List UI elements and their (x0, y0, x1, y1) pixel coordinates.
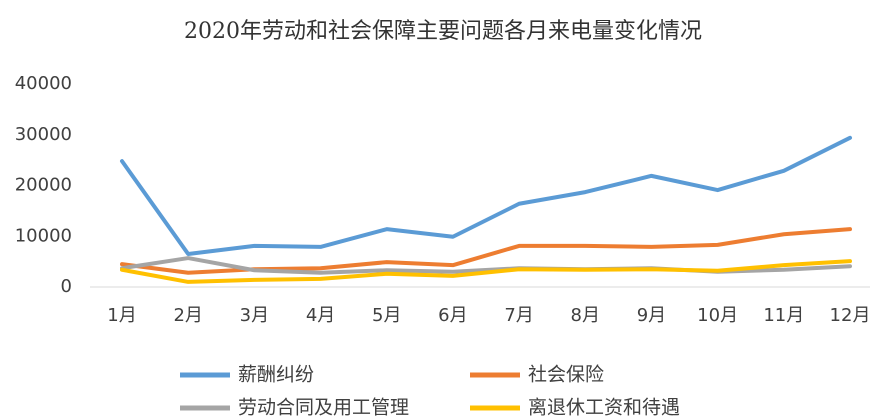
x-tick-label: 10月 (697, 305, 738, 326)
x-tick-label: 4月 (306, 305, 335, 326)
y-tick-label: 20000 (15, 175, 72, 196)
x-tick-label: 1月 (107, 305, 136, 326)
x-tick-label: 6月 (438, 305, 467, 326)
x-tick-label: 9月 (637, 305, 666, 326)
x-tick-label: 7月 (504, 305, 533, 326)
chart-title: 2020年劳动和社会保障主要问题各月来电量变化情况 (184, 19, 702, 44)
y-tick-label: 0 (61, 276, 72, 297)
x-tick-label: 12月 (830, 305, 871, 326)
legend-label: 离退休工资和待遇 (528, 397, 680, 419)
x-tick-label: 5月 (372, 305, 401, 326)
y-tick-label: 10000 (15, 225, 72, 246)
series-line (120, 135, 852, 257)
legend-label: 薪酬纠纷 (238, 364, 314, 386)
y-tick-label: 40000 (15, 73, 72, 94)
x-tick-label: 8月 (571, 305, 600, 326)
series-line (120, 259, 852, 284)
x-tick-label: 11月 (763, 305, 804, 326)
legend-label: 劳动合同及用工管理 (238, 397, 409, 419)
y-tick-label: 30000 (15, 124, 72, 145)
legend-label: 社会保险 (528, 364, 604, 386)
x-tick-label: 2月 (173, 305, 202, 326)
x-tick-label: 3月 (240, 305, 269, 326)
